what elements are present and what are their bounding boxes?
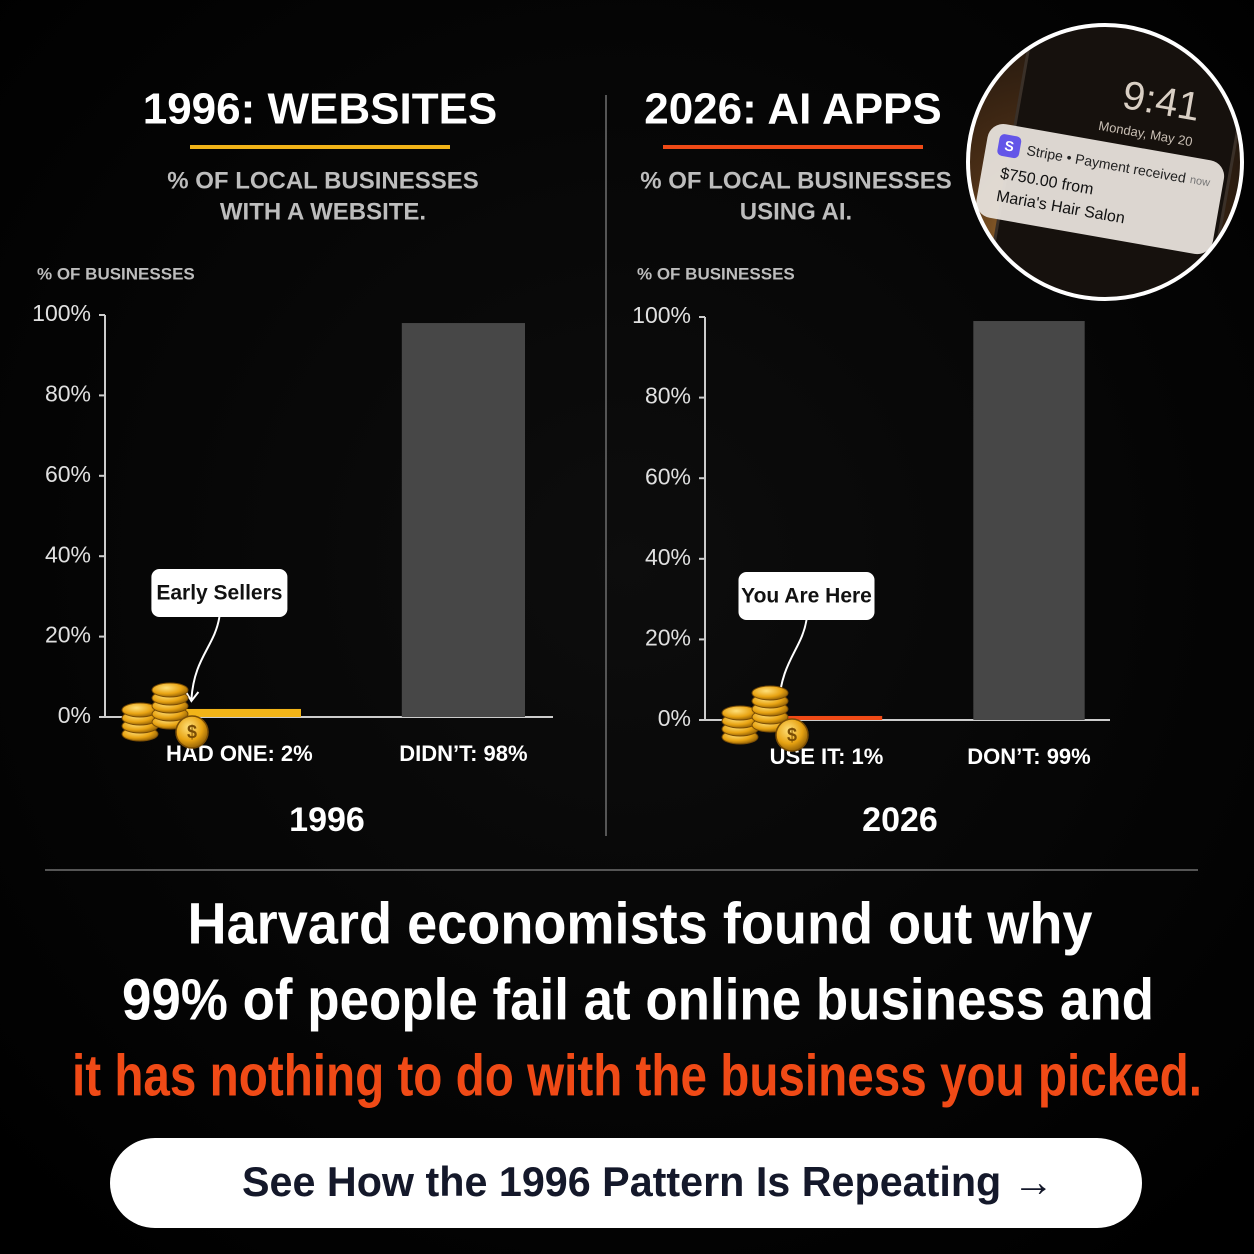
chart-title: 1996: WEBSITES (143, 85, 498, 134)
y-axis-label: % OF BUSINESSES (37, 264, 195, 283)
y-tick-label: 20% (45, 622, 91, 648)
y-tick-label: 80% (45, 380, 91, 406)
coin (775, 718, 809, 752)
coin-stack: $ (121, 682, 209, 749)
category-label: DIDN’T: 98% (399, 741, 527, 766)
notification-card (976, 124, 1225, 255)
y-axis-label: % OF BUSINESSES (637, 264, 795, 283)
annotation: You Are Here (741, 585, 872, 608)
bar (973, 321, 1085, 720)
bubble-border (966, 23, 1244, 301)
annotation-box (738, 572, 875, 620)
coin-symbol: $ (787, 725, 797, 745)
coin (151, 682, 189, 698)
y-tick-label: 20% (645, 624, 691, 650)
cta-button[interactable]: See How the 1996 Pattern Is Repeating → (110, 1138, 1142, 1228)
notification-time: now (1189, 174, 1211, 189)
cta-text[interactable]: See How the 1996 Pattern Is Repeating → (242, 1158, 1054, 1205)
y-tick-label: 80% (645, 383, 691, 409)
x-axis-label: 2026 (862, 801, 938, 839)
y-tick-label: 0% (58, 702, 91, 728)
annotation-arrow (184, 616, 221, 703)
category-label: DON’T: 99% (967, 744, 1090, 769)
coin-symbol: $ (187, 722, 197, 742)
coin (751, 685, 789, 701)
notification-bubble: 9:41 Monday, May 20 S Stripe • Payment r… (966, 3, 1252, 321)
coin (175, 715, 209, 749)
app-icon-letter: S (1003, 137, 1015, 154)
y-tick-label: 100% (32, 300, 91, 326)
x-axis-label: 1996 (289, 801, 365, 839)
y-tick-label: 60% (45, 461, 91, 487)
app-icon (997, 134, 1022, 159)
annotation: Early Sellers (156, 582, 282, 605)
y-tick-label: 40% (45, 541, 91, 567)
coin-stack: $ (721, 685, 809, 752)
headline: 99% of people fail at online business an… (122, 967, 1154, 1032)
bar (401, 323, 525, 717)
y-tick-label: 0% (658, 705, 691, 731)
cta-background[interactable] (110, 1138, 1142, 1228)
y-tick-label: 40% (645, 544, 691, 570)
y-tick-label: 100% (632, 302, 691, 328)
chart-subtitle: % OF LOCAL BUSINESSES (167, 167, 479, 194)
headline: Harvard economists found out why (188, 891, 1093, 956)
bar (177, 708, 301, 717)
annotation-box (151, 569, 288, 617)
y-tick-label: 60% (645, 463, 691, 489)
headline: it has nothing to do with the business y… (72, 1043, 1202, 1108)
bar (770, 715, 883, 720)
chart-subtitle: USING AI. (740, 198, 852, 225)
chart-subtitle: % OF LOCAL BUSINESSES (640, 167, 952, 194)
chart-subtitle: WITH A WEBSITE. (220, 198, 426, 225)
chart-title: 2026: AI APPS (644, 85, 942, 134)
